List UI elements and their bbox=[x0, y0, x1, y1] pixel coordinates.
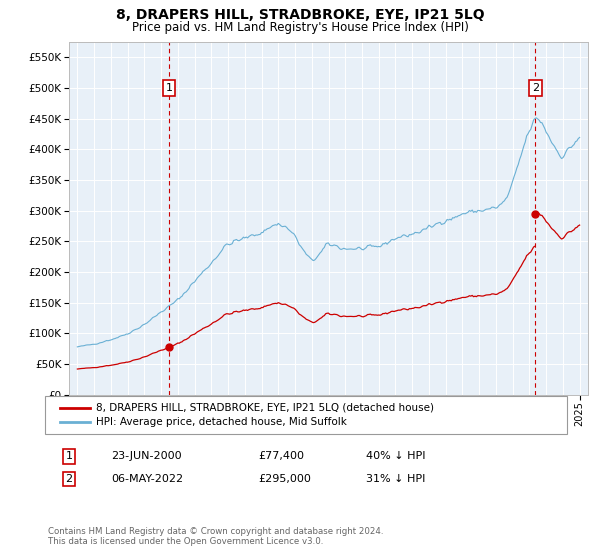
Text: £295,000: £295,000 bbox=[258, 474, 311, 484]
Text: HPI: Average price, detached house, Mid Suffolk: HPI: Average price, detached house, Mid … bbox=[96, 417, 347, 427]
Text: 06-MAY-2022: 06-MAY-2022 bbox=[111, 474, 183, 484]
Text: 2: 2 bbox=[532, 83, 539, 93]
Text: 31% ↓ HPI: 31% ↓ HPI bbox=[366, 474, 425, 484]
Text: 2: 2 bbox=[65, 474, 73, 484]
Text: 8, DRAPERS HILL, STRADBROKE, EYE, IP21 5LQ (detached house): 8, DRAPERS HILL, STRADBROKE, EYE, IP21 5… bbox=[96, 403, 434, 413]
Text: 1: 1 bbox=[65, 451, 73, 461]
Text: Price paid vs. HM Land Registry's House Price Index (HPI): Price paid vs. HM Land Registry's House … bbox=[131, 21, 469, 34]
Text: 40% ↓ HPI: 40% ↓ HPI bbox=[366, 451, 425, 461]
Text: 8, DRAPERS HILL, STRADBROKE, EYE, IP21 5LQ: 8, DRAPERS HILL, STRADBROKE, EYE, IP21 5… bbox=[116, 8, 484, 22]
Text: £77,400: £77,400 bbox=[258, 451, 304, 461]
Text: Contains HM Land Registry data © Crown copyright and database right 2024.
This d: Contains HM Land Registry data © Crown c… bbox=[48, 526, 383, 546]
Text: 1: 1 bbox=[166, 83, 172, 93]
Text: 23-JUN-2000: 23-JUN-2000 bbox=[111, 451, 182, 461]
